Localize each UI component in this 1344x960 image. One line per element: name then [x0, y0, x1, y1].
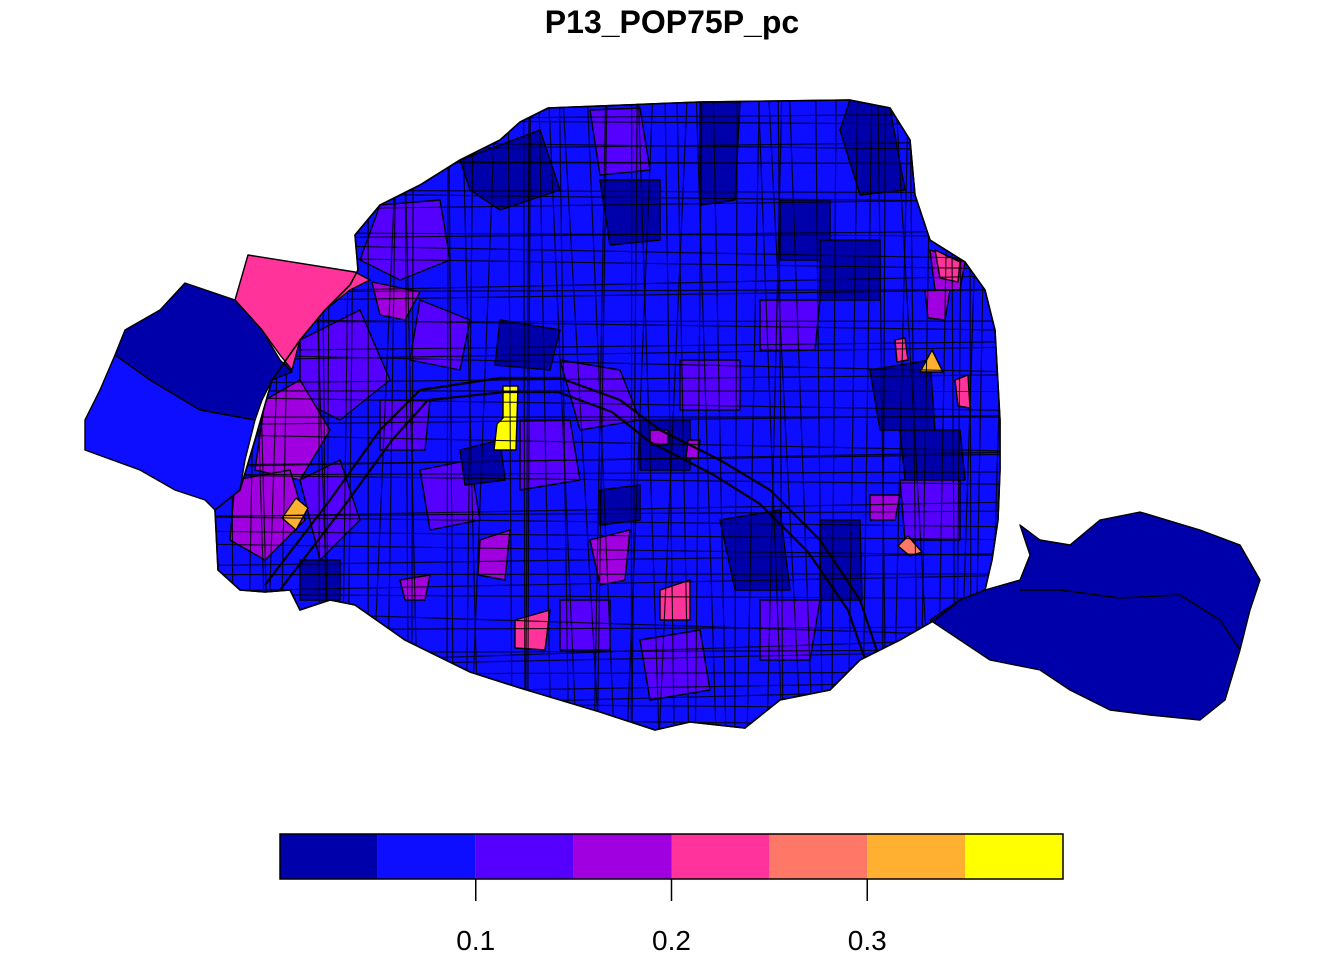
legend-swatches: [280, 834, 1063, 879]
boundary-line: [215, 543, 1000, 556]
boundary-line: [788, 100, 813, 730]
boundary-line: [411, 100, 414, 730]
tick-label: 0.2: [652, 925, 691, 956]
paris-choropleth-map: [84, 99, 1261, 731]
boundary-line: [215, 501, 1000, 518]
boundary-line: [215, 516, 1000, 528]
boundary-line: [215, 474, 1000, 485]
boundary-line: [215, 320, 1000, 323]
legend-swatch: [377, 834, 476, 879]
bois-de-boulogne-south: [84, 354, 256, 511]
boundary-line: [215, 353, 1000, 373]
boundary-line: [215, 374, 1000, 384]
tick-label: 0.3: [848, 925, 887, 956]
boundary-line: [215, 341, 1000, 352]
boundary-line: [215, 553, 1000, 567]
bois-de-boulogne-west: [114, 282, 293, 421]
boundary-line: [215, 433, 1000, 452]
boundary-line: [215, 396, 1000, 411]
legend-tick-labels: 0.1 0.2 0.3: [456, 925, 886, 956]
map-title: P13_POP75P_pc: [544, 4, 800, 40]
boundary-line: [215, 346, 1000, 361]
boundary-line: [215, 573, 1000, 576]
boundary-line: [403, 100, 419, 730]
legend-swatch: [671, 834, 770, 879]
legend-swatch: [769, 834, 868, 879]
legend-swatch: [280, 834, 378, 879]
boundary-line: [215, 289, 1000, 302]
boundary-line: [215, 510, 1000, 517]
boundary-line: [215, 318, 1000, 331]
boundary-line: [215, 530, 1000, 541]
legend-swatch: [573, 834, 672, 879]
boundary-line: [215, 453, 1000, 466]
boundary-line: [215, 415, 1000, 426]
boundary-line: [215, 471, 1000, 476]
seine-river: [264, 376, 882, 669]
boundary-line: [215, 594, 1000, 599]
legend-ticks: [475, 879, 868, 901]
legend-swatch: [475, 834, 574, 879]
boundary-line: [892, 100, 909, 730]
boundary-line: [768, 100, 802, 730]
boundary-line: [448, 100, 454, 730]
paris-outline: [214, 99, 1001, 731]
boundary-line: [404, 100, 409, 730]
bois-de-vincennes-inner: [1020, 589, 1241, 651]
boundary-line: [215, 574, 1000, 592]
legend-swatch: [965, 834, 1063, 879]
boundary-line: [446, 100, 449, 730]
legend-swatch: [867, 834, 966, 879]
tick-label: 0.1: [456, 925, 495, 956]
